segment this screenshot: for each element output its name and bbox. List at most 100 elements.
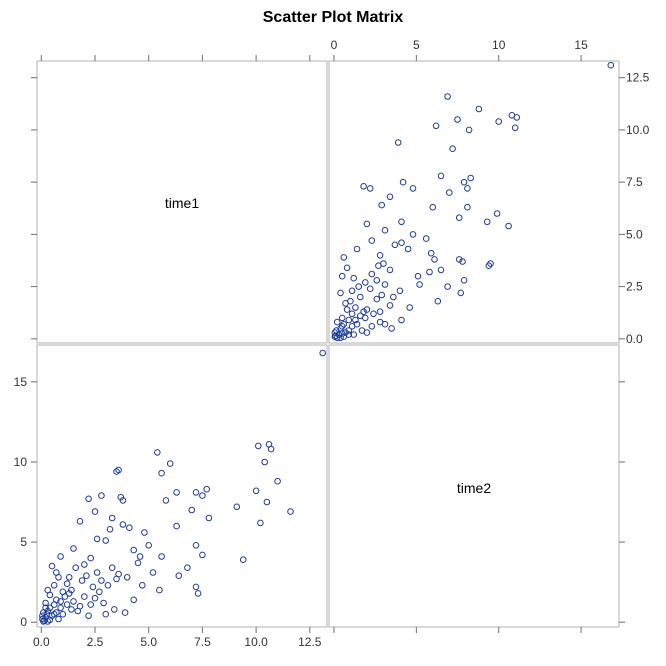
scatter-point xyxy=(158,553,165,560)
scatter-point xyxy=(203,485,210,493)
scatter-point xyxy=(378,201,386,209)
scatter-point xyxy=(398,218,405,226)
scatter-point xyxy=(376,252,384,259)
scatter-point xyxy=(331,329,339,336)
scatter-point xyxy=(130,596,137,604)
scatter-point xyxy=(123,574,131,581)
scatter-point xyxy=(104,582,112,589)
scatter-point xyxy=(348,323,356,330)
scatter-point xyxy=(39,612,46,620)
scatter-point xyxy=(355,283,363,290)
scatter-point xyxy=(460,178,468,186)
scatter-point xyxy=(102,610,109,618)
scatter-point xyxy=(119,497,127,504)
scatter-point xyxy=(381,281,389,288)
scatter-point xyxy=(44,586,52,594)
scatter-point xyxy=(53,569,60,576)
panel-time1-label xyxy=(36,60,328,344)
scatter-point xyxy=(485,262,493,270)
scatter-point xyxy=(343,306,351,313)
scatter-point xyxy=(376,308,384,316)
scatter-point xyxy=(91,508,99,515)
scatter-point xyxy=(362,279,369,286)
scatter-point xyxy=(431,256,438,263)
scatter-point xyxy=(381,320,389,328)
scatter-point xyxy=(338,323,346,330)
tick-label-top: 10 xyxy=(492,38,506,52)
scatter-point xyxy=(83,572,90,580)
scatter-point xyxy=(115,570,122,578)
scatter-point xyxy=(460,277,468,284)
scatter-point xyxy=(386,266,394,274)
scatter-point xyxy=(44,618,52,625)
scatter-point xyxy=(158,469,165,477)
scatter-point xyxy=(390,293,397,301)
scatter-point xyxy=(444,283,451,290)
scatter-point xyxy=(454,116,461,123)
scatter-point xyxy=(188,506,195,514)
scatter-point xyxy=(437,266,445,274)
scatter-point xyxy=(173,522,180,530)
scatter-point xyxy=(98,492,105,499)
scatter-point xyxy=(360,308,367,316)
scatter-point xyxy=(85,495,92,503)
scatter-point xyxy=(267,445,275,453)
scatter-point xyxy=(134,559,142,567)
scatter-point xyxy=(446,189,453,196)
scatter-point xyxy=(457,289,465,297)
panel-time2-vs-time1 xyxy=(328,60,620,344)
scatter-point xyxy=(46,604,54,612)
scatter-point xyxy=(360,183,367,190)
scatter-point xyxy=(319,349,327,357)
tick-label-left: 0 xyxy=(20,615,27,629)
scatter-point xyxy=(434,297,442,305)
scatter-point xyxy=(102,537,109,544)
axes: 0 0 5 5 10 10 15 15 0.0 0.0 2.5 2.5 5.0 5.0 7.5 7.5 10.0… xyxy=(14,38,650,649)
scatter-point xyxy=(55,615,62,623)
scatter-point xyxy=(414,272,422,280)
scatter-point xyxy=(68,586,75,594)
scatter-point xyxy=(455,256,463,263)
tick-label-bottom: 10.0 xyxy=(244,635,268,649)
scatter-point xyxy=(388,325,395,332)
scatter-point xyxy=(409,231,417,238)
scatter-point xyxy=(93,535,101,543)
scatter-point xyxy=(192,489,200,496)
scatter-point xyxy=(121,609,129,616)
scatter-point xyxy=(162,497,170,504)
scatter-point xyxy=(87,554,94,562)
scatter-point xyxy=(350,274,358,282)
scatter-point xyxy=(96,588,103,596)
scatter-point xyxy=(363,306,371,313)
scatter-point xyxy=(342,300,349,307)
tick-label-right: 7.5 xyxy=(626,175,643,189)
scatter-point xyxy=(422,235,430,242)
scatter-point xyxy=(50,582,58,589)
scatter-point xyxy=(154,449,161,456)
scatter-point xyxy=(495,118,503,125)
scatter-point xyxy=(366,285,374,293)
scatter-point xyxy=(368,323,376,330)
scatter-point xyxy=(87,601,94,608)
scatter-point xyxy=(205,514,213,522)
scatter-point xyxy=(194,590,202,597)
scatter-point xyxy=(362,314,369,322)
scatter-point xyxy=(505,222,512,230)
scatter-point xyxy=(119,521,127,528)
scatter-point xyxy=(483,218,491,226)
scatter-point xyxy=(70,598,77,605)
scatter-point xyxy=(74,607,82,615)
scatter-point xyxy=(48,562,56,570)
diagonal-label-time2: time2 xyxy=(457,480,491,496)
scatter-point xyxy=(352,304,359,311)
scatter-point xyxy=(42,599,49,607)
scatter-point xyxy=(89,583,97,591)
tick-label-left: 10 xyxy=(14,455,28,469)
scatter-point xyxy=(63,601,71,608)
scatter-point xyxy=(396,287,404,295)
scatter-point xyxy=(386,302,394,309)
scatter-point xyxy=(145,542,152,549)
scatter-point xyxy=(139,582,146,589)
panel-time2-label xyxy=(328,344,620,628)
